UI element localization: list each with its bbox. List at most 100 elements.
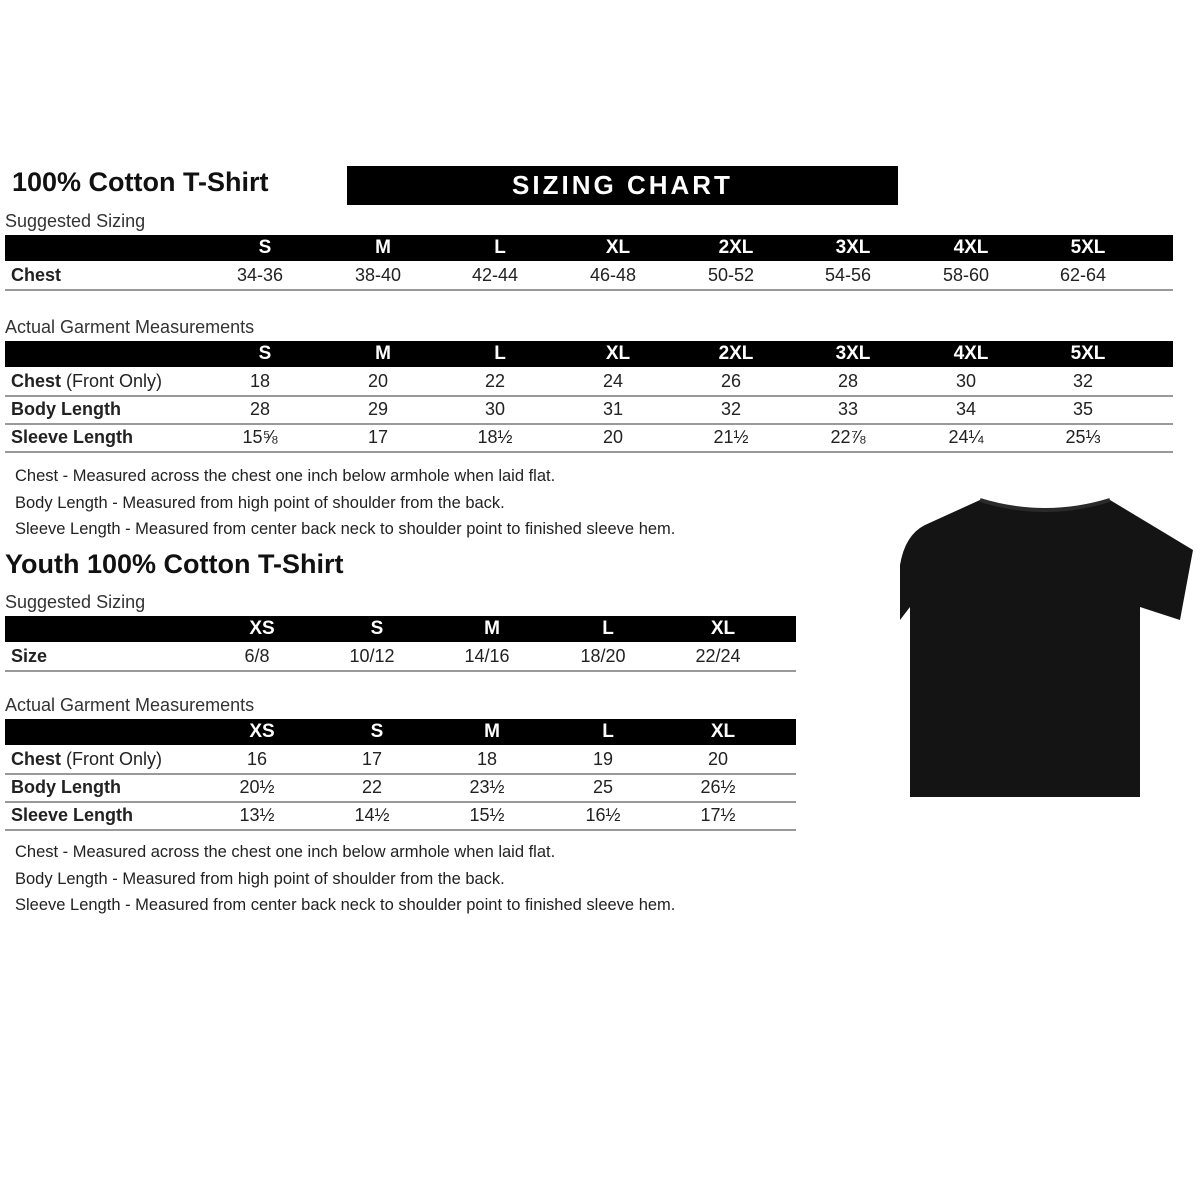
table-cell: 13½ bbox=[239, 805, 275, 825]
table-cell: 16 bbox=[246, 749, 268, 769]
table-cell: 26½ bbox=[700, 777, 736, 797]
size-header-3xl: 3XL bbox=[835, 237, 871, 258]
table-cell: 14½ bbox=[354, 805, 390, 825]
table-cell: 50-52 bbox=[707, 265, 755, 285]
row-label-text: Sleeve Length bbox=[11, 805, 134, 825]
size-header-xl: XL bbox=[710, 721, 736, 742]
row-label-text: Chest bbox=[11, 265, 62, 285]
table-cell: 62-64 bbox=[1059, 265, 1107, 285]
size-header-s: S bbox=[258, 343, 272, 364]
adult-size-header-bar: S M L XL 2XL 3XL 4XL 5XL bbox=[5, 235, 1173, 261]
table-row: Chest 34-36 38-40 42-44 46-48 50-52 54-56 58-60… bbox=[0, 263, 1173, 290]
table-cell: 42-44 bbox=[471, 265, 519, 285]
table-cell: 21½ bbox=[713, 427, 749, 447]
table-cell: 18 bbox=[476, 749, 498, 769]
table-cell: 15⅝ bbox=[242, 427, 278, 447]
measurement-note: Chest - Measured across the chest one in… bbox=[15, 467, 556, 485]
table-cell: 38-40 bbox=[354, 265, 402, 285]
size-header-5xl: 5XL bbox=[1070, 343, 1106, 364]
table-row: Chest (Front Only) 16 17 18 19 20 bbox=[0, 747, 796, 774]
row-label-extra: (Front Only) bbox=[61, 371, 163, 391]
table-cell: 10/12 bbox=[349, 646, 395, 666]
table-cell: 17 bbox=[367, 427, 389, 447]
black-t-shirt-icon bbox=[900, 498, 1193, 797]
size-header-l: L bbox=[494, 237, 506, 258]
row-label-text: Chest bbox=[11, 749, 62, 769]
table-cell: 20½ bbox=[239, 777, 275, 797]
table-cell: 34 bbox=[955, 399, 977, 419]
table-cell: 30 bbox=[955, 371, 977, 391]
table-cell: 25 bbox=[592, 777, 614, 797]
table-cell: 23½ bbox=[469, 777, 505, 797]
table-cell: 16½ bbox=[585, 805, 621, 825]
row-label-text: Sleeve Length bbox=[11, 427, 134, 447]
size-header-xl: XL bbox=[710, 618, 736, 639]
size-header-l: L bbox=[602, 721, 614, 742]
measurement-note: Body Length - Measured from high point o… bbox=[15, 493, 505, 512]
row-divider bbox=[5, 801, 796, 803]
size-header-4xl: 4XL bbox=[953, 237, 989, 258]
size-header-s: S bbox=[370, 721, 384, 742]
size-header-xs: XS bbox=[249, 721, 275, 742]
row-divider bbox=[5, 395, 1173, 397]
size-header-m: M bbox=[375, 237, 391, 258]
row-label-text: Size bbox=[11, 646, 48, 666]
row-label-extra: (Front Only) bbox=[61, 749, 163, 769]
size-header-m: M bbox=[375, 343, 391, 364]
youth-suggested-label: Suggested Sizing bbox=[5, 592, 146, 612]
measurement-note: Sleeve Length - Measured from center bac… bbox=[15, 896, 676, 914]
table-cell: 35 bbox=[1072, 399, 1094, 419]
table-row: Size 6/8 10/12 14/16 18/20 22/24 bbox=[0, 644, 796, 671]
table-cell: 24 bbox=[602, 371, 624, 391]
adult-actual-label: Actual Garment Measurements bbox=[5, 317, 255, 337]
table-cell: 46-48 bbox=[589, 265, 637, 285]
measurement-note: Chest - Measured across the chest one in… bbox=[15, 843, 556, 861]
youth-size-header-bar: XS S M L XL bbox=[5, 616, 796, 642]
size-header-l: L bbox=[602, 618, 614, 639]
size-header-s: S bbox=[370, 618, 384, 639]
row-divider bbox=[5, 829, 796, 831]
row-label: Chest (Front Only) bbox=[11, 371, 162, 392]
table-cell: 29 bbox=[367, 399, 389, 419]
sizing-chart-banner: SIZING CHART bbox=[347, 166, 898, 205]
row-label-text: Body Length bbox=[11, 399, 121, 419]
table-cell: 24¼ bbox=[948, 427, 984, 447]
adult-size-header-bar: S M L XL 2XL 3XL 4XL 5XL bbox=[5, 341, 1173, 367]
size-header-5xl: 5XL bbox=[1070, 237, 1106, 258]
youth-size-header-bar: XS S M L XL bbox=[5, 719, 796, 745]
table-cell: 32 bbox=[1072, 371, 1094, 391]
table-row: Body Length 20½ 22 23½ 25 26½ bbox=[0, 775, 796, 802]
youth-actual-label: Actual Garment Measurements bbox=[5, 695, 255, 715]
row-divider bbox=[5, 773, 796, 775]
table-cell: 14/16 bbox=[464, 646, 510, 666]
adult-title: 100% Cotton T-Shirt bbox=[12, 167, 269, 197]
size-header-m: M bbox=[484, 721, 500, 742]
table-cell: 32 bbox=[720, 399, 742, 419]
table-cell: 17½ bbox=[700, 805, 736, 825]
row-divider bbox=[5, 423, 1173, 425]
size-header-xs: XS bbox=[249, 618, 275, 639]
adult-suggested-label: Suggested Sizing bbox=[5, 211, 146, 231]
size-header-2xl: 2XL bbox=[718, 343, 754, 364]
table-cell: 31 bbox=[602, 399, 624, 419]
row-label: Size bbox=[11, 646, 47, 667]
table-cell: 18 bbox=[249, 371, 271, 391]
row-label: Chest bbox=[11, 265, 61, 286]
table-row: Sleeve Length 15⅝ 17 18½ 20 21½ 22⅞ 24¼ 25⅓ bbox=[0, 425, 1173, 452]
table-row: Body Length 28 29 30 31 32 33 34 35 bbox=[0, 397, 1173, 424]
table-cell: 20 bbox=[367, 371, 389, 391]
table-cell: 25⅓ bbox=[1065, 427, 1101, 447]
table-cell: 18½ bbox=[477, 427, 513, 447]
measurement-note: Sleeve Length - Measured from center bac… bbox=[15, 520, 676, 538]
row-label: Body Length bbox=[11, 399, 121, 420]
row-divider bbox=[5, 289, 1173, 291]
table-row: Chest (Front Only) 18 20 22 24 26 28 30 32 bbox=[0, 369, 1173, 396]
size-header-l: L bbox=[494, 343, 506, 364]
row-label: Sleeve Length bbox=[11, 805, 133, 826]
table-cell: 34-36 bbox=[236, 265, 284, 285]
row-divider bbox=[5, 451, 1173, 453]
table-cell: 58-60 bbox=[942, 265, 990, 285]
size-header-xl: XL bbox=[605, 343, 631, 364]
size-header-4xl: 4XL bbox=[953, 343, 989, 364]
